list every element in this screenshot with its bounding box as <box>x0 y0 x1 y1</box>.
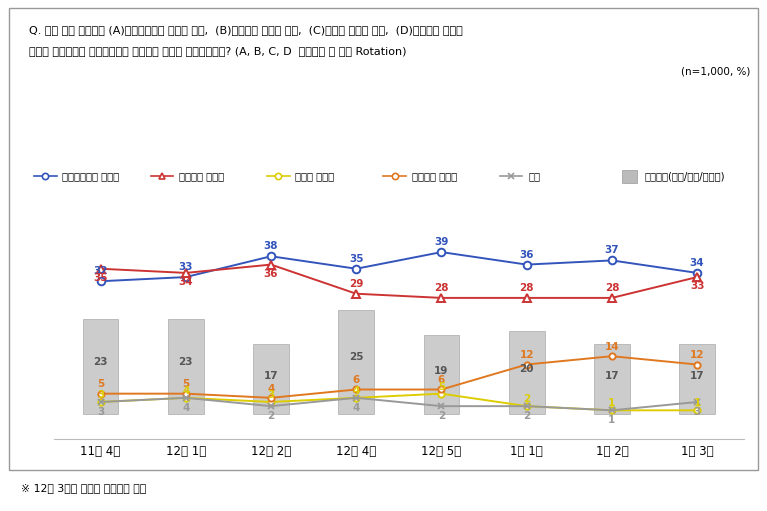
Text: 28: 28 <box>604 283 619 293</box>
Text: 39: 39 <box>434 237 449 247</box>
Text: 17: 17 <box>604 370 619 381</box>
Text: 4: 4 <box>353 403 360 413</box>
Text: Q. 만약 올해 대선에서 (A)더불어민주당 이재명 후보,  (B)국민의힘 윤석열 후보,  (C)정의당 심상정 후보,  (D)국민의당 안철수: Q. 만약 올해 대선에서 (A)더불어민주당 이재명 후보, (B)국민의힘 … <box>29 25 463 35</box>
Text: 4: 4 <box>268 384 275 393</box>
Text: 3: 3 <box>693 407 701 417</box>
Text: 3: 3 <box>97 407 104 417</box>
Bar <box>680 344 715 414</box>
Text: 35: 35 <box>349 254 364 264</box>
Bar <box>622 170 637 183</box>
Text: 20: 20 <box>519 364 534 374</box>
Text: 1: 1 <box>608 398 616 408</box>
Text: 국민의힘 윤석열: 국민의힘 윤석열 <box>179 171 224 181</box>
Text: 5: 5 <box>438 382 445 391</box>
Text: 35: 35 <box>94 273 108 283</box>
Text: 32: 32 <box>94 266 108 276</box>
Text: 2: 2 <box>268 411 275 421</box>
Text: 2: 2 <box>438 411 445 421</box>
Bar <box>423 335 459 414</box>
Text: 후보가 대결한다면 선생님께서는 누구에게 투표할 생각이십니까? (A, B, C, D  질문순서 및 보기 Rotation): 후보가 대결한다면 선생님께서는 누구에게 투표할 생각이십니까? (A, B,… <box>29 46 407 56</box>
Text: 3: 3 <box>97 390 104 400</box>
Text: 태도유보(없다/모름/무응답): 태도유보(없다/모름/무응답) <box>644 171 725 181</box>
Text: 4: 4 <box>182 403 189 413</box>
Text: 29: 29 <box>349 278 364 289</box>
Text: 12: 12 <box>690 351 704 360</box>
Text: ※ 12월 3주차 조사는 진행하지 않음: ※ 12월 3주차 조사는 진행하지 않음 <box>21 483 146 493</box>
Text: 2: 2 <box>523 411 530 421</box>
Text: 3: 3 <box>268 390 275 400</box>
Text: 36: 36 <box>264 269 278 278</box>
Text: 5: 5 <box>97 380 104 389</box>
Text: 17: 17 <box>690 370 704 381</box>
Text: 12: 12 <box>519 351 534 360</box>
Text: 23: 23 <box>179 357 193 367</box>
Text: 5: 5 <box>182 380 189 389</box>
Text: 17: 17 <box>264 370 278 381</box>
Bar <box>83 319 118 414</box>
Text: 4: 4 <box>182 386 189 396</box>
Text: 19: 19 <box>434 366 449 376</box>
Text: 1: 1 <box>693 398 701 408</box>
Text: 4: 4 <box>353 386 360 396</box>
Text: 34: 34 <box>179 277 193 287</box>
Text: 33: 33 <box>690 281 704 291</box>
Bar <box>253 344 289 414</box>
Text: 더불어민주당 이재명: 더불어민주당 이재명 <box>62 171 120 181</box>
Text: 23: 23 <box>94 357 108 367</box>
Bar <box>594 344 630 414</box>
Bar <box>338 310 374 414</box>
Text: 28: 28 <box>519 283 534 293</box>
Text: 38: 38 <box>264 241 278 251</box>
Text: 14: 14 <box>604 342 619 352</box>
Text: 37: 37 <box>604 245 619 256</box>
Text: 국민의당 안철수: 국민의당 안철수 <box>412 171 457 181</box>
Text: 기타: 기타 <box>528 171 540 181</box>
Text: 25: 25 <box>349 352 364 362</box>
Text: 정의당 심상정: 정의당 심상정 <box>295 171 334 181</box>
Text: 6: 6 <box>353 376 360 385</box>
Bar <box>168 319 204 414</box>
Text: 28: 28 <box>434 283 449 293</box>
Text: 36: 36 <box>519 249 534 260</box>
Bar <box>509 331 545 414</box>
Text: (n=1,000, %): (n=1,000, %) <box>681 66 750 77</box>
Text: 33: 33 <box>179 262 193 272</box>
Text: 6: 6 <box>438 376 445 385</box>
Text: 34: 34 <box>690 258 704 268</box>
Text: 2: 2 <box>523 394 530 404</box>
Text: 1: 1 <box>608 415 616 425</box>
